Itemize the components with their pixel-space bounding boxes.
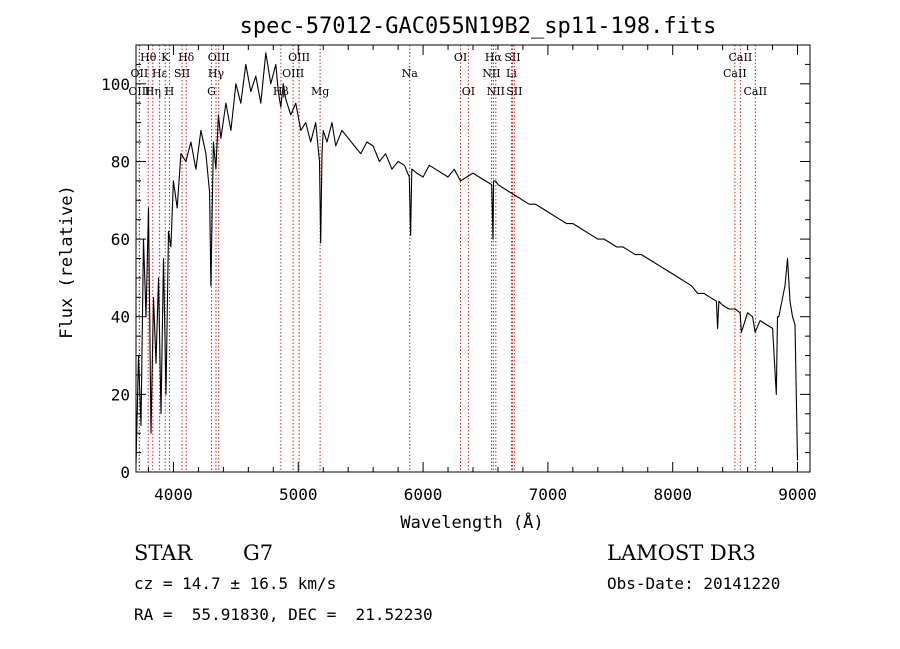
spectral-line-label-1: OII xyxy=(131,67,149,80)
spectral-line-label-13: OIII xyxy=(282,67,304,80)
x-tick-label-1: 5000 xyxy=(279,485,318,504)
spectral-line-label-16: Na xyxy=(402,67,419,80)
spectral-line-label-18: OI xyxy=(462,85,475,98)
x-tick-label-4: 8000 xyxy=(653,485,692,504)
spectral-line-label-20: NII xyxy=(482,67,500,80)
obs-date: Obs-Date: 20141220 xyxy=(607,574,780,593)
y-axis-label: Flux (relative) xyxy=(57,185,77,339)
spectral-line-label-4: Hε xyxy=(152,67,168,80)
spectral-line-label-0: Hθ xyxy=(140,51,157,64)
plot-frame xyxy=(135,44,811,473)
chart-title: spec-57012-GAC055N19B2_sp11-198.fits xyxy=(240,14,717,39)
x-tick-label-5: 9000 xyxy=(778,485,817,504)
spectral-line-label-14: Hβ xyxy=(273,85,289,98)
spectral-line-label-6: Hδ xyxy=(178,51,195,64)
spectral-line-label-25: CaII xyxy=(729,51,753,64)
spectral-line-label-21: NII xyxy=(487,85,505,98)
spectral-line-label-24: SII xyxy=(506,85,522,98)
series-layer xyxy=(135,52,799,465)
x-tick-label-3: 7000 xyxy=(529,485,568,504)
spectral-line-label-19: Hα xyxy=(485,51,503,64)
spectral-line-label-26: CaII xyxy=(723,67,747,80)
spectral-line-label-12: OIII xyxy=(288,51,310,64)
spectral-line-label-8: H xyxy=(165,85,175,98)
coordinates: RA = 55.91830, DEC = 21.52230 xyxy=(134,605,433,624)
y-tick-label-4: 80 xyxy=(111,152,130,171)
redshift-cz: cz = 14.7 ± 16.5 km/s xyxy=(134,574,336,593)
object-subclass: G7 xyxy=(243,541,273,565)
spectral-line-label-10: Hγ xyxy=(208,67,225,80)
x-tick-label-0: 4000 xyxy=(154,485,193,504)
spectral-line-label-3: K xyxy=(161,51,170,64)
x-axis-label: Wavelength (Å) xyxy=(400,511,543,533)
object-class: STAR xyxy=(134,541,193,565)
axes: 4000 5000 6000 7000 8000 9000 0 20 40 60 80 100 xyxy=(101,44,817,504)
survey-name: LAMOST DR3 xyxy=(607,541,756,565)
spectral-line-markers xyxy=(138,45,756,472)
y-tick-label-0: 0 xyxy=(120,463,130,482)
spectral-line-label-22: SII xyxy=(504,51,520,64)
spectral-line-label-5: Hη xyxy=(145,85,161,98)
spectral-line-label-27: CaII xyxy=(743,85,767,98)
x-tick-label-2: 6000 xyxy=(404,485,443,504)
spectral-line-label-7: SII xyxy=(174,67,190,80)
series-line-flux xyxy=(135,52,799,465)
y-tick-label-1: 20 xyxy=(111,385,130,404)
spectral-line-label-23: Li xyxy=(506,67,517,80)
y-tick-label-3: 60 xyxy=(111,230,130,249)
spectral-line-label-11: G xyxy=(207,85,216,98)
spectral-line-label-2: OIII xyxy=(128,85,150,98)
spectral-line-label-17: OI xyxy=(454,51,467,64)
spectral-line-label-15: Mg xyxy=(311,85,329,98)
spectral-line-labels: Hθ OII OIII K Hε Hη Hδ SII H OIII Hγ G OIII OIII Hβ Mg N… xyxy=(128,51,767,98)
y-tick-label-5: 100 xyxy=(101,75,130,94)
spectral-line-label-9: OIII xyxy=(208,51,230,64)
y-tick-label-2: 40 xyxy=(111,308,130,327)
